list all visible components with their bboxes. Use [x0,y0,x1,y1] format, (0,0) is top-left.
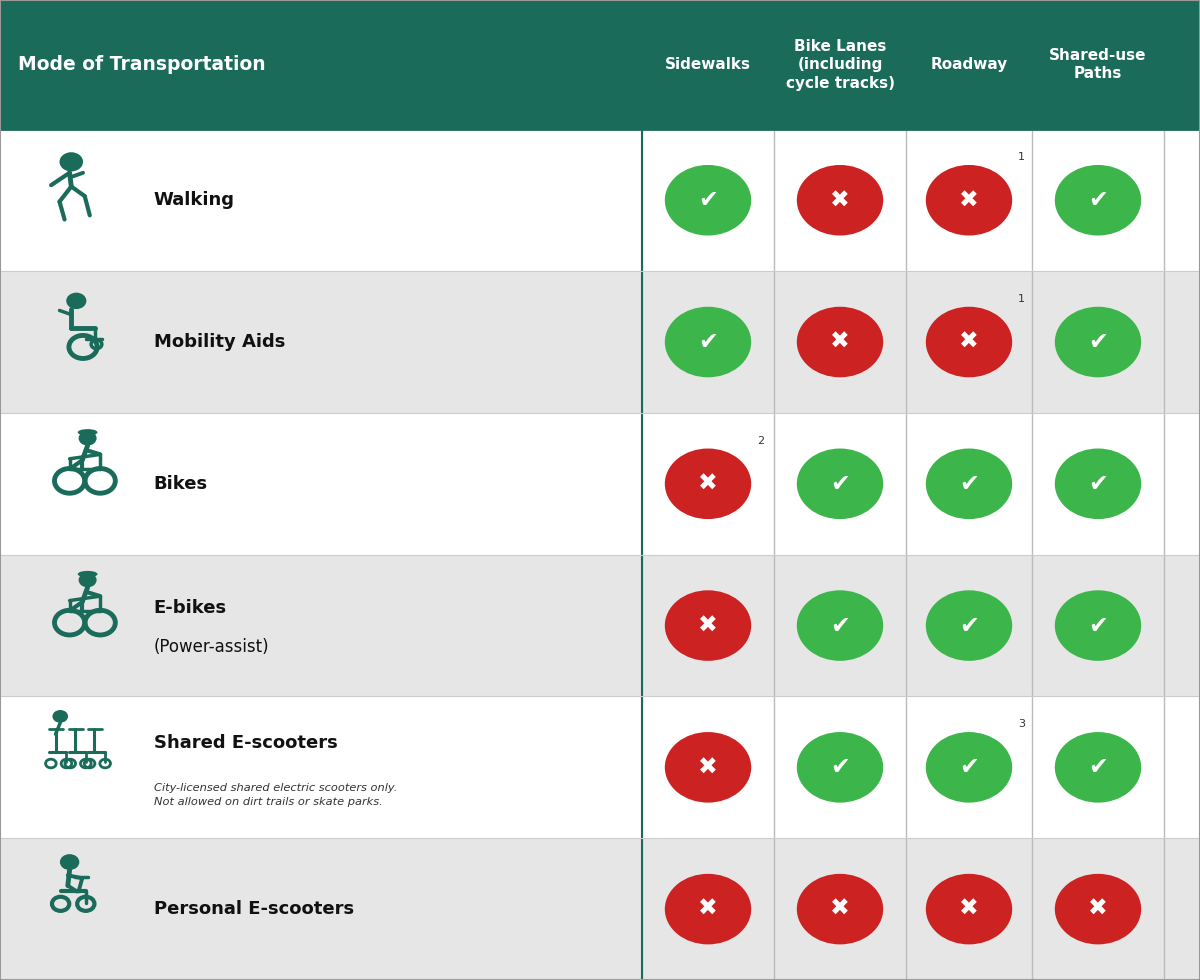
Text: ✔: ✔ [1088,188,1108,213]
Circle shape [1055,590,1141,661]
Text: ✖: ✖ [830,188,850,213]
Circle shape [926,307,1013,377]
Circle shape [79,431,97,446]
Circle shape [1055,874,1141,945]
Text: ✔: ✔ [1088,756,1108,779]
Text: ✖: ✖ [698,471,718,496]
Text: City-licensed shared electric scooters only.
Not allowed on dirt trails or skate: City-licensed shared electric scooters o… [154,783,397,807]
Text: ✔: ✔ [830,756,850,779]
Circle shape [797,165,883,235]
Text: (Power-assist): (Power-assist) [154,638,269,657]
Text: ✖: ✖ [698,613,718,638]
Text: ✔: ✔ [698,330,718,354]
Circle shape [53,710,68,723]
Text: ✔: ✔ [959,471,979,496]
Circle shape [926,449,1013,519]
Circle shape [665,449,751,519]
Text: ✖: ✖ [1088,897,1108,921]
Circle shape [1055,165,1141,235]
FancyBboxPatch shape [0,838,1200,980]
Text: 1: 1 [1019,294,1025,304]
Text: ✔: ✔ [1088,330,1108,354]
FancyBboxPatch shape [0,0,1200,129]
Circle shape [665,307,751,377]
Text: ✔: ✔ [830,471,850,496]
Text: E-bikes: E-bikes [154,599,227,617]
Text: ✖: ✖ [698,756,718,779]
Text: Shared E-scooters: Shared E-scooters [154,734,337,752]
Text: ✔: ✔ [959,756,979,779]
Circle shape [665,165,751,235]
Text: ✔: ✔ [1088,471,1108,496]
Circle shape [79,572,97,587]
Text: Shared-use
Paths: Shared-use Paths [1049,48,1147,81]
Text: ✖: ✖ [830,897,850,921]
Text: 3: 3 [1019,719,1025,729]
Circle shape [797,874,883,945]
Circle shape [60,152,83,172]
Text: ✔: ✔ [830,613,850,638]
Text: 1: 1 [1019,152,1025,162]
Text: Roadway: Roadway [930,57,1008,73]
Circle shape [1055,732,1141,803]
Text: ✔: ✔ [698,188,718,213]
Circle shape [60,855,79,870]
Circle shape [797,732,883,803]
FancyBboxPatch shape [0,413,1200,555]
Text: ✖: ✖ [959,897,979,921]
Text: Bikes: Bikes [154,474,208,493]
Circle shape [797,590,883,661]
Text: Mode of Transportation: Mode of Transportation [18,55,265,74]
Text: Walking: Walking [154,191,235,210]
Text: Mobility Aids: Mobility Aids [154,333,284,351]
Text: Bike Lanes
(including
cycle tracks): Bike Lanes (including cycle tracks) [786,38,894,91]
Text: ✔: ✔ [959,613,979,638]
Circle shape [797,449,883,519]
Circle shape [926,590,1013,661]
Circle shape [66,293,86,309]
Text: ✖: ✖ [959,188,979,213]
Ellipse shape [78,571,97,577]
Circle shape [926,732,1013,803]
Circle shape [1055,449,1141,519]
Circle shape [926,165,1013,235]
Circle shape [926,874,1013,945]
FancyBboxPatch shape [0,129,1200,271]
Text: Personal E-scooters: Personal E-scooters [154,900,354,918]
Ellipse shape [78,429,97,435]
Text: Sidewalks: Sidewalks [665,57,751,73]
FancyBboxPatch shape [0,271,1200,413]
Text: ✖: ✖ [830,330,850,354]
Circle shape [665,590,751,661]
Circle shape [665,732,751,803]
FancyBboxPatch shape [0,697,1200,838]
Circle shape [797,307,883,377]
Text: ✔: ✔ [1088,613,1108,638]
Text: 2: 2 [757,435,764,446]
Circle shape [665,874,751,945]
Text: ✖: ✖ [698,897,718,921]
FancyBboxPatch shape [0,555,1200,697]
Circle shape [1055,307,1141,377]
Text: ✖: ✖ [959,330,979,354]
